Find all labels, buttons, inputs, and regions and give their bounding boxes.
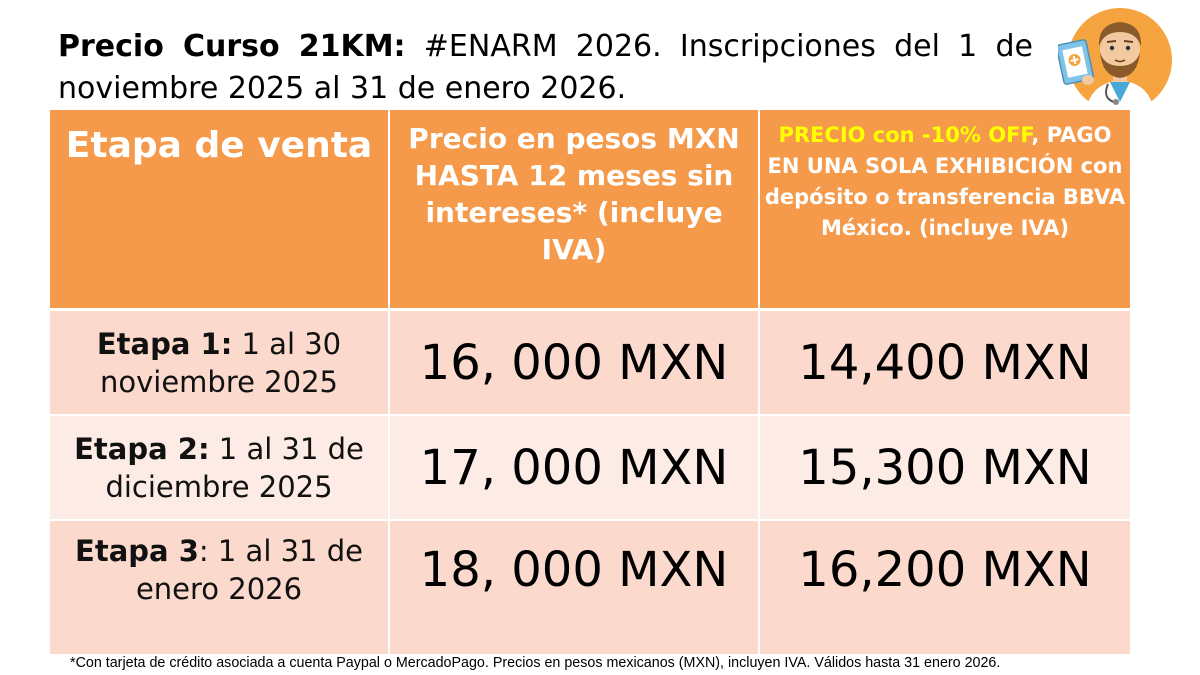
msi-price-cell: 17, 000 MXN — [390, 416, 760, 521]
stage-label: Etapa 2: 1 al 31 de diciembre 2025 — [50, 430, 388, 506]
header-stage-label: Etapa de venta — [65, 125, 373, 166]
discount-price-cell: 14,400 MXN — [760, 311, 1130, 416]
stage-cell: Etapa 3: 1 al 31 de enero 2026 — [50, 521, 390, 656]
stage-cell: Etapa 2: 1 al 31 de diciembre 2025 — [50, 416, 390, 521]
table-row: Etapa 1: 1 al 30 noviembre 2025 16, 000 … — [50, 311, 1130, 416]
price-table: Etapa de venta Precio en pesos MXN HASTA… — [50, 110, 1130, 656]
msi-price-cell: 16, 000 MXN — [390, 311, 760, 416]
stage-dates: : 1 al 31 de enero 2026 — [135, 533, 363, 606]
msi-price: 17, 000 MXN — [419, 439, 729, 496]
stage-name: Etapa 1: — [96, 326, 233, 361]
stage-name: Etapa 2: — [74, 431, 210, 466]
stage-label: Etapa 1: 1 al 30 noviembre 2025 — [50, 325, 388, 401]
header-stage: Etapa de venta — [50, 110, 390, 311]
stage-dates: 1 al 31 de diciembre 2025 — [105, 431, 364, 504]
header-discount-price: PRECIO con -10% OFF, PAGO EN UNA SOLA EX… — [760, 110, 1130, 311]
stage-cell: Etapa 1: 1 al 30 noviembre 2025 — [50, 311, 390, 416]
discount-price-cell: 15,300 MXN — [760, 416, 1130, 521]
msi-price-cell: 18, 000 MXN — [390, 521, 760, 656]
title-bold: Precio Curso 21KM: — [58, 29, 406, 64]
header-msi-label: Precio en pesos MXN HASTA 12 meses sin i… — [408, 122, 740, 266]
stage-dates: 1 al 30 noviembre 2025 — [100, 326, 342, 399]
promo-text: PRECIO con -10% OFF — [778, 123, 1032, 147]
header-discount-label: PRECIO con -10% OFF, PAGO EN UNA SOLA EX… — [760, 110, 1130, 244]
stage-label: Etapa 3: 1 al 31 de enero 2026 — [50, 532, 388, 608]
doctor-avatar-icon — [1058, 8, 1172, 114]
header-msi-price: Precio en pesos MXN HASTA 12 meses sin i… — [390, 110, 760, 311]
table-header-row: Etapa de venta Precio en pesos MXN HASTA… — [50, 110, 1130, 311]
table-row: Etapa 3: 1 al 31 de enero 2026 18, 000 M… — [50, 521, 1130, 656]
discount-price-cell: 16,200 MXN — [760, 521, 1130, 656]
discount-price: 16,200 MXN — [798, 541, 1092, 598]
msi-price: 16, 000 MXN — [419, 334, 729, 391]
msi-price: 18, 000 MXN — [419, 541, 729, 598]
footnote: *Con tarjeta de crédito asociada a cuent… — [70, 655, 1001, 671]
discount-price: 14,400 MXN — [798, 334, 1092, 391]
page-title: Precio Curso 21KM: #ENARM 2026. Inscripc… — [58, 26, 1033, 110]
title-rest: #ENARM 2026. Inscripciones del 1 de novi… — [58, 29, 1033, 106]
discount-price: 15,300 MXN — [798, 439, 1092, 496]
stage-name: Etapa 3 — [75, 533, 199, 568]
header-discount-rest: , PAGO EN UNA SOLA EXHIBICIÓN con depósi… — [764, 123, 1126, 240]
table-row: Etapa 2: 1 al 31 de diciembre 2025 17, 0… — [50, 416, 1130, 521]
